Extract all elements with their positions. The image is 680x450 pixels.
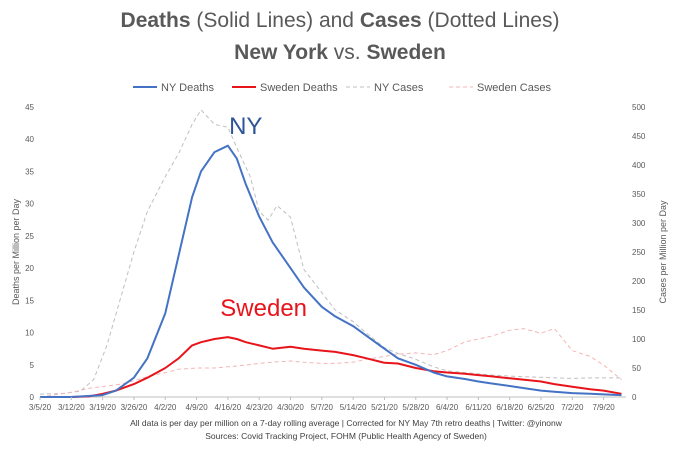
legend-label-ny-deaths: NY Deaths — [161, 82, 214, 94]
y-tick-label: 20 — [25, 264, 34, 273]
title-line2-part-0: New York — [234, 41, 328, 64]
y2-tick-label: 250 — [632, 248, 646, 257]
x-tick-label: 3/26/20 — [121, 403, 148, 412]
title-line1-part-0: Deaths — [121, 9, 191, 32]
x-tick-label: 7/9/20 — [593, 403, 616, 412]
y2-tick-label: 50 — [632, 364, 641, 373]
annotations: NY Sweden — [220, 113, 307, 322]
x-tick-label: 6/11/20 — [465, 403, 492, 412]
y-tick-label: 45 — [25, 103, 34, 112]
y2-tick-label: 150 — [632, 306, 646, 315]
title-line1-part-3: (Dotted Lines) — [422, 9, 560, 32]
y2-tick-label: 400 — [632, 161, 646, 170]
title-line2-part-1: vs. — [328, 41, 367, 64]
y-tick-label: 30 — [25, 200, 34, 209]
x-tick-label: 4/16/20 — [215, 403, 242, 412]
legend-label-ny-cases: NY Cases — [374, 82, 424, 94]
y2-tick-label: 100 — [632, 335, 646, 344]
x-tick-label: 7/2/20 — [561, 403, 584, 412]
legend-label-sweden-deaths: Sweden Deaths — [260, 82, 338, 94]
y2-tick-label: 200 — [632, 277, 646, 286]
x-tick-label: 5/21/20 — [371, 403, 398, 412]
x-tick-label: 6/4/20 — [436, 403, 459, 412]
y2-tick-label: 350 — [632, 190, 646, 199]
title-line1-part-2: Cases — [360, 9, 422, 32]
x-tick-label: 5/28/20 — [402, 403, 429, 412]
y-tick-label: 10 — [25, 329, 34, 338]
legend: NY Deaths Sweden Deaths NY Cases Sweden Cas… — [133, 82, 551, 94]
tick-layer: 0510152025303540450501001502002503003504… — [25, 103, 646, 412]
y-tick-label: 35 — [25, 167, 34, 176]
title-line2: New York vs. Sweden — [234, 41, 446, 64]
series-line-sweden-cases — [39, 328, 622, 398]
x-tick-label: 3/12/20 — [58, 403, 85, 412]
y-axis-label: Deaths per Million per Day — [11, 198, 21, 305]
y-tick-label: 15 — [25, 296, 34, 305]
title-line2-part-2: Sweden — [366, 41, 445, 64]
legend-label-sweden-cases: Sweden Cases — [477, 82, 551, 94]
y2-tick-label: 300 — [632, 219, 646, 228]
annotation-ny: NY — [229, 113, 262, 140]
series-line-sweden-deaths — [40, 336, 622, 398]
y2-tick-label: 0 — [632, 393, 637, 402]
title-line1-part-1: (Solid Lines) and — [191, 9, 360, 32]
y-tick-label: 0 — [30, 393, 35, 402]
x-tick-label: 3/5/20 — [29, 403, 52, 412]
y-tick-label: 25 — [25, 232, 34, 241]
annotation-sweden: Sweden — [220, 295, 307, 322]
footnote-line1: All data is per day per million on a 7-d… — [130, 418, 563, 428]
y-tick-label: 40 — [25, 135, 34, 144]
y2-tick-label: 450 — [632, 132, 646, 141]
series-line-ny-cases — [39, 109, 622, 395]
x-tick-label: 5/14/20 — [340, 403, 367, 412]
x-tick-label: 4/2/20 — [154, 403, 177, 412]
y-tick-label: 5 — [30, 361, 35, 370]
y2-axis-label: Cases per Million per Day — [658, 200, 668, 304]
footnote-line2: Sources: Covid Tracking Project, FOHM (P… — [205, 431, 487, 441]
x-tick-label: 4/23/20 — [246, 403, 273, 412]
x-tick-label: 5/7/20 — [311, 403, 334, 412]
x-tick-label: 4/9/20 — [185, 403, 208, 412]
x-tick-label: 6/18/20 — [496, 403, 523, 412]
series-layer — [39, 109, 622, 398]
x-tick-label: 6/25/20 — [528, 403, 555, 412]
chart-title: Deaths (Solid Lines) and Cases (Dotted L… — [121, 9, 560, 64]
y2-tick-label: 500 — [632, 103, 646, 112]
series-line-ny-deaths — [40, 144, 622, 398]
x-tick-label: 4/30/20 — [277, 403, 304, 412]
x-tick-label: 3/19/20 — [89, 403, 116, 412]
title-line1: Deaths (Solid Lines) and Cases (Dotted L… — [121, 9, 560, 32]
